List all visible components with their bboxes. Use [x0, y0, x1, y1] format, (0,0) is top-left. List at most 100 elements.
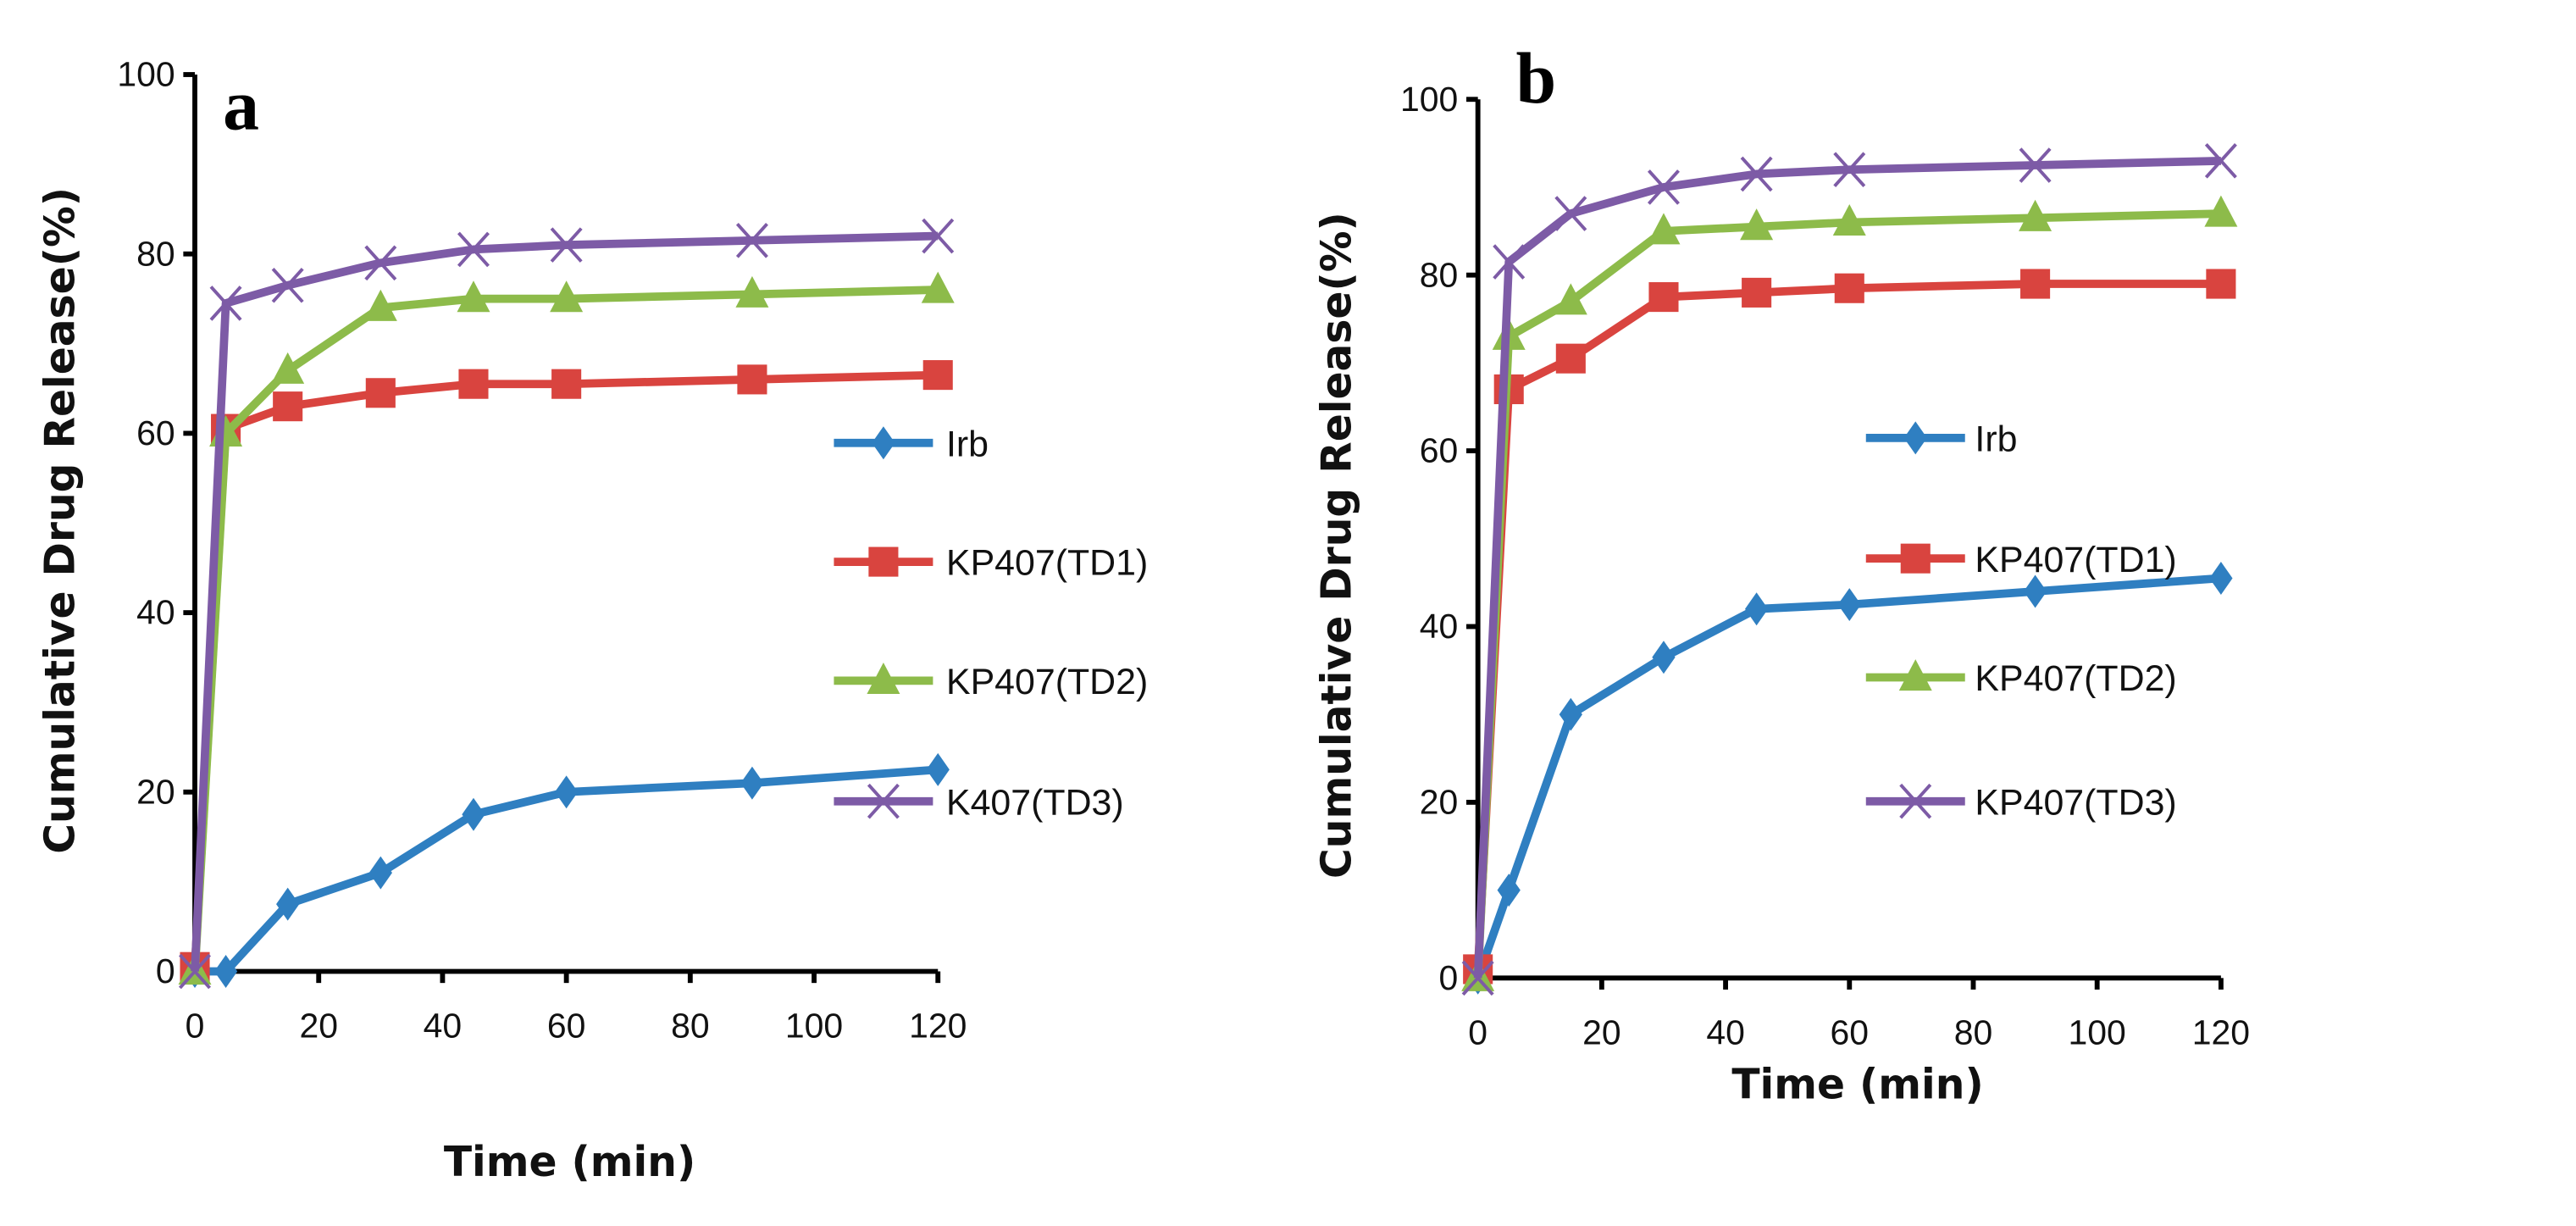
data-point	[1742, 277, 1772, 308]
data-point	[209, 286, 242, 321]
data-point	[1744, 592, 1769, 626]
data-point	[2019, 199, 2052, 231]
legend-marker	[1900, 543, 1931, 574]
data-point	[737, 364, 767, 395]
data-point	[551, 369, 582, 399]
data-point	[458, 369, 489, 399]
y-tick-label: 20	[1420, 783, 1459, 822]
legend-marker	[867, 783, 900, 819]
data-point	[365, 378, 396, 408]
x-tick-label: 100	[785, 1006, 843, 1045]
legend-marker	[872, 426, 895, 460]
y-axis-label: Cumulative Drug Release(%)	[1314, 212, 1361, 879]
legend-label: K407(TD3)	[946, 782, 1124, 823]
data-point	[1652, 641, 1676, 674]
data-point	[926, 752, 950, 786]
x-axis-label: Time (min)	[444, 1139, 695, 1186]
x-tick-label: 40	[1706, 1012, 1745, 1051]
series-line	[191, 370, 939, 968]
data-point	[1740, 156, 1773, 192]
chart-a: 0 20 40 60 80 100 0 20 40 60 80 100 120 a Cumulative D…	[37, 55, 1149, 1187]
panel-label: b	[1516, 38, 1557, 119]
data-point	[179, 953, 212, 990]
series-kp407-td2-	[1461, 195, 2238, 991]
data-point	[1554, 283, 1587, 315]
legend-label: KP407(TD1)	[946, 543, 1148, 584]
legend-marker	[868, 546, 899, 577]
data-point	[1559, 697, 1582, 731]
x-tick-label: 40	[424, 1006, 463, 1045]
data-point	[1497, 874, 1521, 907]
legend-item: KP407(TD2)	[1865, 658, 2177, 699]
series-line	[191, 286, 939, 972]
x-tick-label: 100	[2069, 1012, 2126, 1051]
data-point	[922, 360, 953, 391]
data-point	[1837, 588, 1861, 622]
legend-item: KP407(TD1)	[834, 543, 1148, 584]
legend-item: Irb	[1865, 419, 2017, 459]
data-point	[2204, 143, 2237, 179]
x-tick-label: 20	[1582, 1012, 1621, 1051]
data-point	[271, 352, 305, 384]
series-line	[1473, 280, 2221, 970]
legend-label: Irb	[946, 424, 989, 464]
y-tick-label: 100	[1400, 80, 1458, 119]
x-tick-label: 60	[547, 1006, 586, 1045]
data-point	[1647, 213, 1681, 245]
data-point	[921, 271, 955, 303]
y-tick-label: 60	[1420, 431, 1459, 470]
data-point	[457, 280, 490, 313]
x-tick-label: 80	[671, 1006, 710, 1045]
data-point	[1833, 152, 1866, 188]
y-tick-label: 80	[136, 234, 175, 273]
data-point	[273, 391, 303, 422]
legend-item: KP407(TD3)	[1865, 782, 2177, 823]
y-tick-label: 40	[136, 593, 175, 632]
legend-marker	[1898, 659, 1932, 691]
data-point	[740, 766, 764, 800]
legend-item: KP407(TD2)	[834, 662, 1148, 702]
data-point	[364, 245, 397, 281]
data-point	[554, 775, 579, 809]
y-tick-label: 100	[117, 55, 175, 94]
series-line	[1473, 209, 2222, 979]
legend-item: KP407(TD1)	[1865, 540, 2177, 580]
data-point	[271, 267, 304, 303]
data-point	[1740, 208, 1774, 241]
series-kp407-td1-	[180, 360, 953, 982]
data-point	[457, 231, 490, 268]
series-line	[191, 231, 939, 972]
legend-label: KP407(TD2)	[1975, 658, 2176, 699]
legend-marker	[867, 662, 900, 695]
data-point	[368, 856, 392, 890]
y-tick-label: 0	[156, 951, 175, 990]
data-point	[1554, 196, 1587, 231]
series-line	[195, 765, 939, 976]
series-kp407-td1-	[1463, 269, 2236, 985]
x-tick-label: 120	[2192, 1012, 2250, 1051]
data-point	[1461, 960, 1494, 996]
data-point	[1648, 282, 1679, 313]
data-point	[363, 289, 397, 321]
series-line	[1474, 574, 2222, 979]
x-tick-label: 120	[909, 1006, 967, 1045]
data-point	[1493, 244, 1526, 280]
data-point	[2209, 561, 2233, 595]
data-point	[1647, 169, 1680, 205]
legend-label: KP407(TD1)	[1975, 540, 2176, 580]
x-axis-label: Time (min)	[1731, 1062, 1983, 1109]
x-tick-label: 80	[1954, 1012, 1993, 1051]
series-irb	[1466, 561, 2233, 995]
data-point	[735, 223, 768, 258]
data-point	[1832, 203, 1866, 236]
data-point	[550, 227, 583, 263]
data-point	[735, 275, 769, 308]
legend-item: K407(TD3)	[834, 782, 1124, 823]
series-line	[1473, 156, 2222, 979]
series-k407-td3-	[179, 218, 955, 990]
data-point	[1555, 343, 1586, 374]
legend-label: KP407(TD3)	[1975, 782, 2176, 823]
data-point	[462, 797, 485, 831]
y-tick-label: 40	[1420, 607, 1459, 646]
